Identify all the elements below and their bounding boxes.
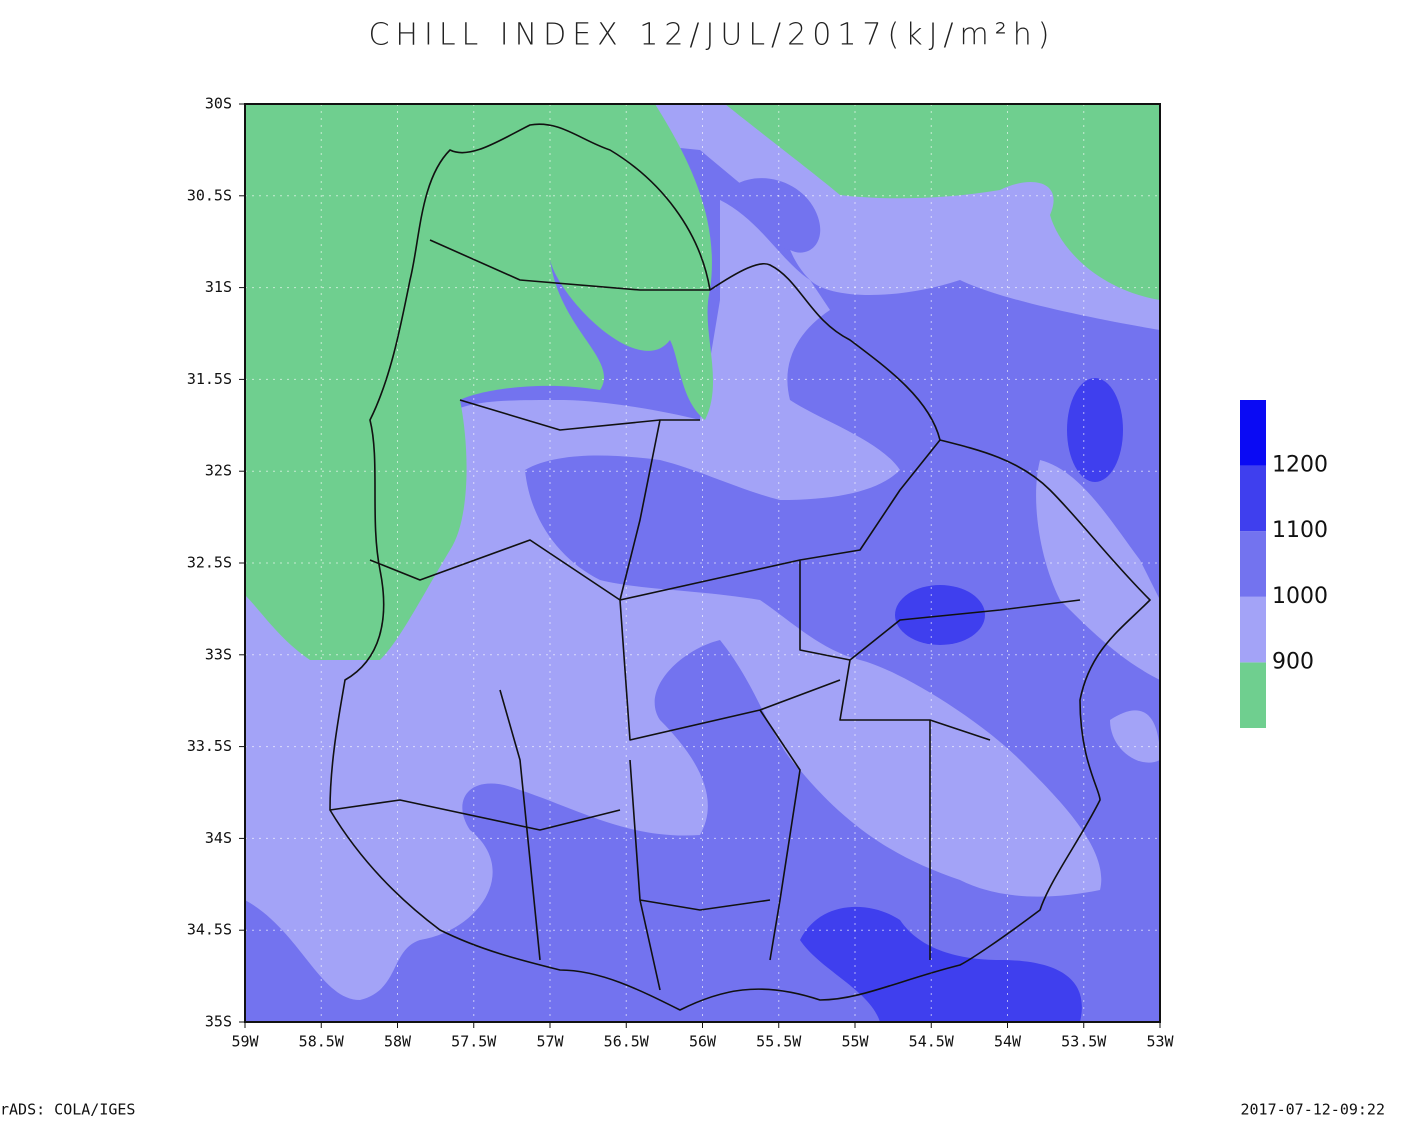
y-tick-label: 30.5S [187, 186, 232, 204]
colorbar-swatch [1240, 596, 1266, 663]
region [725, 104, 1160, 300]
x-tick-label: 55.5W [756, 1033, 802, 1051]
x-tick-label: 54.5W [909, 1033, 955, 1051]
x-tick-label: 57.5W [451, 1033, 497, 1051]
y-tick-label: 34.5S [187, 921, 232, 939]
field [245, 104, 1160, 1022]
region [245, 200, 1102, 1000]
region [800, 906, 1082, 1022]
x-tick-label: 54W [994, 1033, 1022, 1051]
x-tick-label: 56W [689, 1033, 717, 1051]
region [1110, 710, 1160, 763]
region [1036, 460, 1160, 680]
y-tick-label: 35S [205, 1013, 232, 1031]
colorbar-swatch [1240, 465, 1266, 532]
region [245, 104, 714, 660]
footer-left: rADS: COLA/IGES [0, 1101, 135, 1119]
colorbar-swatch [1240, 662, 1266, 728]
colorbar-swatch [1240, 400, 1266, 466]
y-tick-label: 34S [205, 829, 232, 847]
y-tick-label: 30S [205, 95, 232, 113]
y-tick-label: 31.5S [187, 370, 232, 388]
region [1067, 378, 1123, 482]
y-tick-label: 33.5S [187, 737, 232, 755]
boundary [329, 123, 1151, 1011]
colorbar-swatch [1240, 531, 1266, 597]
x-tick-label: 55W [841, 1033, 869, 1051]
x-tick-label: 53W [1146, 1033, 1174, 1051]
chart-title: CHILL INDEX 12/JUL/2017(kJ/m²h) [368, 18, 1055, 53]
x-tick-label: 58W [384, 1033, 412, 1051]
colorbar-label: 1000 [1272, 584, 1328, 609]
x-tick-label: 56.5W [604, 1033, 650, 1051]
y-tick-label: 33S [205, 645, 232, 663]
boundary [329, 239, 1081, 991]
x-tick-label: 58.5W [299, 1033, 345, 1051]
y-tick-label: 32.5S [187, 554, 232, 572]
region [734, 178, 821, 253]
colorbar-label: 900 [1272, 649, 1314, 674]
y-tick-label: 31S [205, 278, 232, 296]
x-tick-label: 59W [231, 1033, 259, 1051]
region [895, 585, 985, 645]
x-tick-label: 57W [536, 1033, 564, 1051]
footer-right: 2017-07-12-09:22 [1241, 1101, 1386, 1119]
y-tick-label: 32S [205, 462, 232, 480]
colorbar-label: 1100 [1272, 518, 1328, 543]
colorbar-label: 1200 [1272, 453, 1328, 478]
x-tick-label: 53.5W [1061, 1033, 1107, 1051]
